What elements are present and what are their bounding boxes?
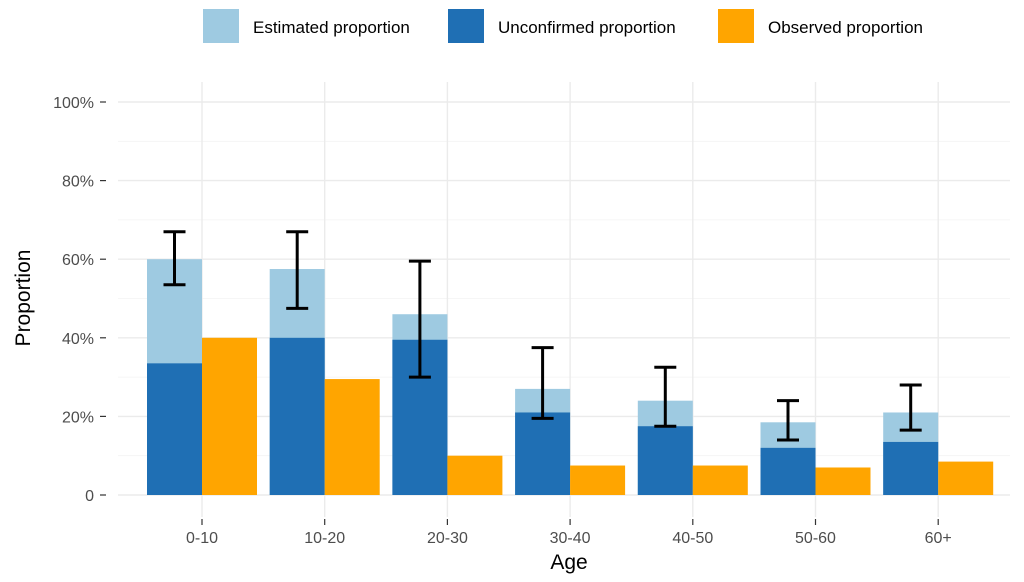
x-axis: 0-10 10-20 20-30 30-40 40-50 50-60 60+: [186, 519, 952, 547]
y-axis-title: Proportion: [12, 250, 35, 347]
y-tick-label: 80%: [62, 174, 94, 191]
legend-key-estimated-proportion: [203, 9, 239, 43]
x-tick-label: 50-60: [795, 530, 836, 547]
bar-observed-proportion: [447, 455, 503, 495]
bar-unconfirmed-proportion: [883, 441, 939, 495]
legend-key-observed-proportion: [718, 9, 754, 43]
bar-observed-proportion: [692, 465, 748, 495]
bar-unconfirmed-proportion: [269, 337, 325, 495]
x-tick-label: 20-30: [427, 530, 468, 547]
y-tick-label: 60%: [62, 252, 94, 269]
bar-observed-proportion: [324, 379, 380, 495]
legend-label: Unconfirmed proportion: [498, 18, 676, 37]
bar-unconfirmed-proportion: [637, 426, 693, 495]
bar-observed-proportion: [202, 337, 257, 495]
y-tick-label: 100%: [53, 95, 94, 112]
bar-observed-proportion: [815, 467, 871, 495]
x-tick-label: 40-50: [672, 530, 713, 547]
y-tick-label: 20%: [62, 409, 94, 426]
legend-label: Observed proportion: [768, 18, 923, 37]
x-tick-label: 0-10: [186, 530, 218, 547]
bar-unconfirmed-proportion: [147, 363, 202, 495]
y-tick-label: 0: [85, 488, 94, 505]
bar-unconfirmed-proportion: [515, 412, 571, 495]
x-axis-title: Age: [550, 551, 587, 574]
x-tick-label: 10-20: [304, 530, 345, 547]
y-tick-label: 40%: [62, 331, 94, 348]
bars: [147, 259, 994, 495]
x-tick-label: 30-40: [550, 530, 591, 547]
y-axis: 0 20% 40% 60% 80% 100%: [53, 95, 106, 505]
error-bars: [163, 230, 922, 442]
x-tick-label: 60+: [925, 530, 952, 547]
bar-unconfirmed-proportion: [760, 447, 816, 495]
bar-observed-proportion: [570, 465, 626, 495]
bar-observed-proportion: [938, 461, 994, 495]
legend-label: Estimated proportion: [253, 18, 410, 37]
legend-key-unconfirmed-proportion: [448, 9, 484, 43]
legend: Estimated proportion Unconfirmed proporti…: [203, 9, 923, 43]
